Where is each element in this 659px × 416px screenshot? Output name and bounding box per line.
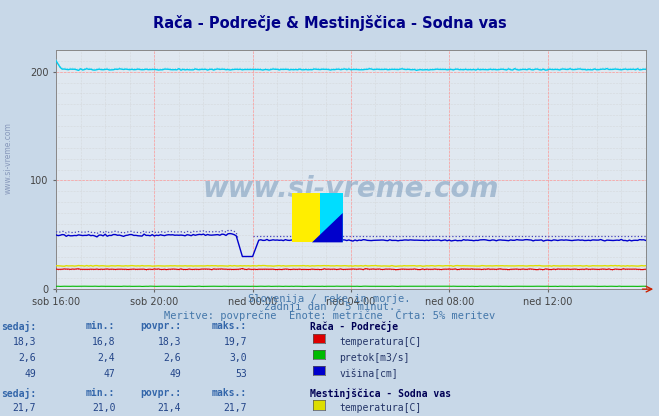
Text: 49: 49 — [169, 369, 181, 379]
Text: Slovenija / reke in morje.: Slovenija / reke in morje. — [248, 294, 411, 304]
Text: www.si-vreme.com: www.si-vreme.com — [3, 122, 13, 194]
Text: 2,6: 2,6 — [18, 353, 36, 363]
Text: Meritve: povprečne  Enote: metrične  Črta: 5% meritev: Meritve: povprečne Enote: metrične Črta:… — [164, 309, 495, 321]
Text: sedaj:: sedaj: — [1, 321, 36, 332]
Text: pretok[m3/s]: pretok[m3/s] — [339, 353, 410, 363]
Bar — [291, 193, 320, 243]
Bar — [320, 193, 343, 243]
Text: Rača - Podrečje & Mestinjščica - Sodna vas: Rača - Podrečje & Mestinjščica - Sodna v… — [153, 15, 506, 30]
Text: 19,7: 19,7 — [223, 337, 247, 347]
Text: višina[cm]: višina[cm] — [339, 369, 398, 379]
Text: 18,3: 18,3 — [13, 337, 36, 347]
Text: 21,0: 21,0 — [92, 404, 115, 414]
Text: 3,0: 3,0 — [229, 353, 247, 363]
Text: 49: 49 — [24, 369, 36, 379]
Text: Mestinjščica - Sodna vas: Mestinjščica - Sodna vas — [310, 388, 451, 399]
Text: maks.:: maks.: — [212, 388, 247, 398]
Text: 21,7: 21,7 — [13, 404, 36, 414]
Polygon shape — [312, 213, 343, 243]
Text: maks.:: maks.: — [212, 321, 247, 331]
Text: temperatura[C]: temperatura[C] — [339, 404, 422, 414]
Text: 2,6: 2,6 — [163, 353, 181, 363]
Text: povpr.:: povpr.: — [140, 388, 181, 398]
Text: min.:: min.: — [86, 388, 115, 398]
Text: zadnji dan / 5 minut.: zadnji dan / 5 minut. — [264, 302, 395, 312]
Text: 2,4: 2,4 — [98, 353, 115, 363]
Text: min.:: min.: — [86, 321, 115, 331]
Text: sedaj:: sedaj: — [1, 388, 36, 399]
Text: 47: 47 — [103, 369, 115, 379]
Text: 16,8: 16,8 — [92, 337, 115, 347]
Text: povpr.:: povpr.: — [140, 321, 181, 331]
Text: 18,3: 18,3 — [158, 337, 181, 347]
Text: temperatura[C]: temperatura[C] — [339, 337, 422, 347]
Text: 21,7: 21,7 — [223, 404, 247, 414]
Text: 21,4: 21,4 — [158, 404, 181, 414]
Text: Rača - Podrečje: Rača - Podrečje — [310, 321, 398, 332]
Text: www.si-vreme.com: www.si-vreme.com — [203, 175, 499, 203]
Text: 53: 53 — [235, 369, 247, 379]
